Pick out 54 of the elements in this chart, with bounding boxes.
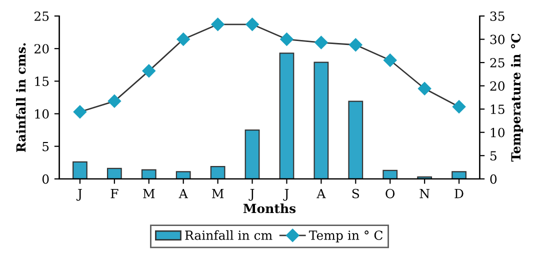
x-tick-label: M xyxy=(212,188,224,198)
y-tick-label: 25 xyxy=(34,11,49,21)
bar xyxy=(382,170,398,179)
x-tick-label: J xyxy=(248,188,254,201)
y-tick-label: 10 xyxy=(35,109,49,119)
x-axis-title: Months xyxy=(243,203,296,214)
point xyxy=(211,18,224,31)
point xyxy=(349,38,362,52)
bar xyxy=(72,161,88,179)
x-tick-label: N xyxy=(420,188,430,198)
x-tick-label: A xyxy=(178,188,188,198)
bar xyxy=(244,129,260,179)
y2-tick-label: 15 xyxy=(490,104,504,114)
point xyxy=(108,94,122,108)
point xyxy=(246,18,259,31)
bar xyxy=(141,169,156,179)
point xyxy=(418,82,432,96)
point xyxy=(384,54,397,67)
x-tick-label: D xyxy=(454,188,464,198)
point xyxy=(280,32,294,46)
x-tick-label: J xyxy=(283,188,289,201)
x-tick-label: J xyxy=(76,188,82,201)
y2-tick-label: 0 xyxy=(490,174,497,184)
y2-tick-label: 20 xyxy=(490,81,505,91)
bar xyxy=(452,171,466,179)
x-tick-label: M xyxy=(143,188,155,198)
bar xyxy=(176,171,191,179)
y-tick-label: 20 xyxy=(34,44,49,54)
point xyxy=(314,36,328,50)
point xyxy=(73,105,87,118)
bar xyxy=(210,166,226,179)
y2-tick-label: 30 xyxy=(490,34,505,44)
y-tick-label: 15 xyxy=(35,76,49,86)
point xyxy=(176,32,190,46)
bar xyxy=(279,52,294,179)
x-tick-label: A xyxy=(316,188,326,198)
legend-label: Rainfall in cm xyxy=(185,230,272,240)
y2-tick-label: 35 xyxy=(490,11,504,21)
y-axis-title: Rainfall in cms. xyxy=(16,43,26,152)
point xyxy=(142,64,156,78)
point xyxy=(452,100,466,114)
y2-tick-label: 10 xyxy=(490,128,505,138)
x-tick-label: S xyxy=(352,188,360,198)
bar xyxy=(314,62,329,179)
legend-label: Temp in ° C xyxy=(308,230,383,242)
y2-tick-label: 5 xyxy=(490,151,496,161)
bar xyxy=(348,100,364,179)
y-tick-label: 0 xyxy=(42,174,49,184)
y2-tick-label: 25 xyxy=(490,58,504,68)
bar xyxy=(106,168,122,179)
y-tick-label: 5 xyxy=(42,142,49,152)
x-tick-label: O xyxy=(386,188,395,198)
y2-axis-title: Temperature in °C xyxy=(510,34,523,162)
x-tick-label: F xyxy=(110,188,118,198)
